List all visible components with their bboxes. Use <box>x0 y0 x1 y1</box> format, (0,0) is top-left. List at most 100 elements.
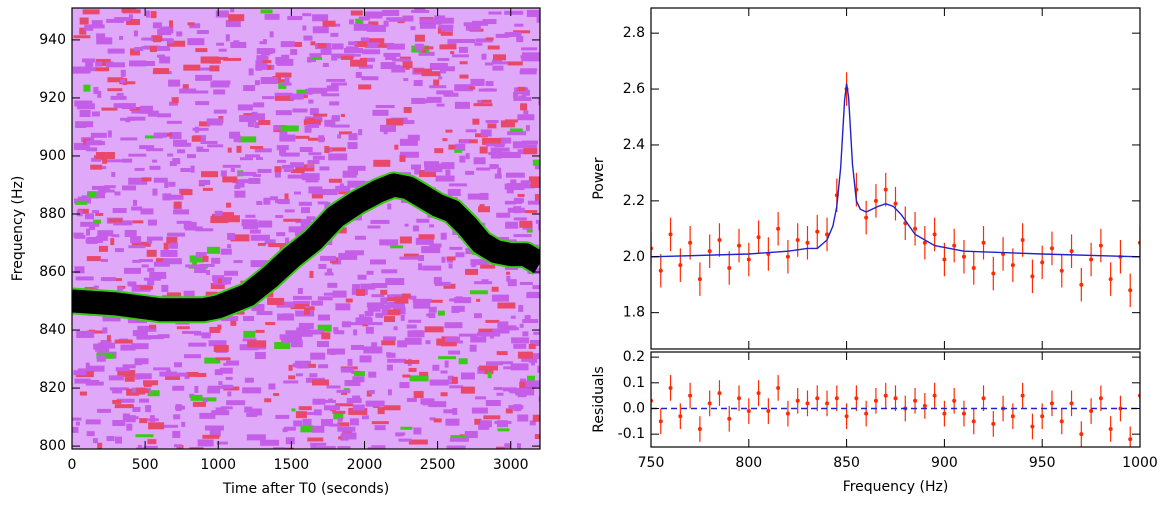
heatmap-texture <box>136 447 149 449</box>
heatmap-texture <box>488 11 502 15</box>
data-point <box>727 265 732 270</box>
data-point <box>1079 282 1084 287</box>
heatmap-texture <box>374 425 386 431</box>
heatmap-texture <box>437 310 445 316</box>
heatmap-texture <box>532 285 540 290</box>
heatmap-texture <box>207 144 224 148</box>
heatmap-texture <box>335 303 351 311</box>
heatmap-texture <box>336 389 351 393</box>
heatmap-texture <box>193 90 209 94</box>
heatmap-texture <box>96 354 106 362</box>
heatmap-texture <box>392 58 412 62</box>
heatmap-texture <box>93 285 99 289</box>
heatmap-texture <box>317 446 336 449</box>
heatmap-texture <box>367 306 381 312</box>
heatmap-texture <box>337 426 356 432</box>
data-point <box>805 240 810 245</box>
heatmap-texture <box>420 99 428 104</box>
heatmap-texture <box>348 407 368 415</box>
x-tick-label: 950 <box>1029 455 1056 471</box>
heatmap-texture <box>116 92 124 96</box>
heatmap-texture <box>448 263 453 269</box>
heatmap-texture <box>467 193 485 200</box>
heatmap-texture <box>328 147 346 152</box>
heatmap-texture <box>510 363 529 371</box>
heatmap-texture <box>165 194 184 200</box>
heatmap-texture <box>513 197 524 203</box>
heatmap-texture <box>320 399 337 403</box>
heatmap-texture <box>371 294 385 298</box>
heatmap-texture <box>98 188 107 194</box>
heatmap-texture <box>353 329 358 336</box>
data-point <box>727 416 732 421</box>
heatmap-texture <box>519 70 537 75</box>
heatmap-texture <box>538 396 540 402</box>
heatmap-texture <box>504 183 523 190</box>
heatmap-texture <box>274 95 294 101</box>
data-point <box>834 396 839 401</box>
heatmap-texture <box>365 400 385 407</box>
heatmap-texture <box>96 37 113 45</box>
heatmap-texture <box>100 277 116 282</box>
heatmap-texture <box>143 389 149 394</box>
heatmap-texture <box>354 41 368 48</box>
heatmap-texture <box>80 221 100 227</box>
heatmap-texture <box>532 414 540 422</box>
heatmap-texture <box>298 201 312 206</box>
heatmap-texture <box>142 61 155 67</box>
heatmap-texture <box>269 196 278 201</box>
heatmap-texture <box>182 330 202 334</box>
heatmap-texture <box>122 364 136 369</box>
heatmap-texture <box>363 346 383 354</box>
heatmap-texture <box>207 246 221 254</box>
heatmap-texture <box>135 373 141 380</box>
y-tick-label: 0.2 <box>623 349 645 365</box>
x-tick-label: 1500 <box>274 457 310 473</box>
heatmap-texture <box>284 77 290 83</box>
heatmap-texture <box>181 421 186 427</box>
x-axis-label: Time after T0 (seconds) <box>222 481 389 497</box>
heatmap-texture <box>350 344 364 350</box>
heatmap-texture <box>281 164 294 169</box>
plot-frame <box>71 7 541 450</box>
heatmap-texture <box>344 250 364 256</box>
y-tick-label: -0.1 <box>618 426 645 442</box>
heatmap-texture <box>505 172 525 178</box>
heatmap-texture <box>176 326 190 330</box>
heatmap-texture <box>506 275 511 282</box>
heatmap-texture <box>107 88 123 92</box>
heatmap-texture <box>221 316 239 322</box>
data-point <box>746 257 751 262</box>
heatmap-texture <box>432 364 440 371</box>
heatmap-texture <box>507 131 527 136</box>
heatmap-texture <box>411 97 426 104</box>
heatmap-texture <box>233 260 243 264</box>
heatmap-texture <box>406 324 417 329</box>
heatmap-texture <box>380 289 388 295</box>
heatmap-texture <box>112 388 123 394</box>
heatmap-texture <box>447 39 457 46</box>
heatmap-texture <box>194 332 212 336</box>
heatmap-texture <box>426 299 443 303</box>
heatmap-texture <box>300 219 310 227</box>
heatmap-texture <box>359 355 372 363</box>
heatmap-texture <box>321 332 331 340</box>
heatmap-texture <box>477 99 484 104</box>
data-point <box>825 401 830 406</box>
heatmap-texture <box>112 419 126 426</box>
heatmap-texture <box>472 118 480 125</box>
heatmap-texture <box>364 311 374 317</box>
heatmap-texture <box>173 444 182 448</box>
heatmap-texture <box>358 84 372 90</box>
heatmap-texture <box>413 391 424 399</box>
heatmap-texture <box>220 170 227 177</box>
heatmap-texture <box>211 257 221 264</box>
heatmap-texture <box>127 319 147 324</box>
heatmap-texture <box>293 300 311 304</box>
data-point <box>883 187 888 192</box>
heatmap-texture <box>312 14 329 22</box>
heatmap-texture <box>496 446 506 449</box>
heatmap-texture <box>440 31 453 36</box>
heatmap-texture <box>308 87 328 94</box>
heatmap-texture <box>101 189 115 193</box>
